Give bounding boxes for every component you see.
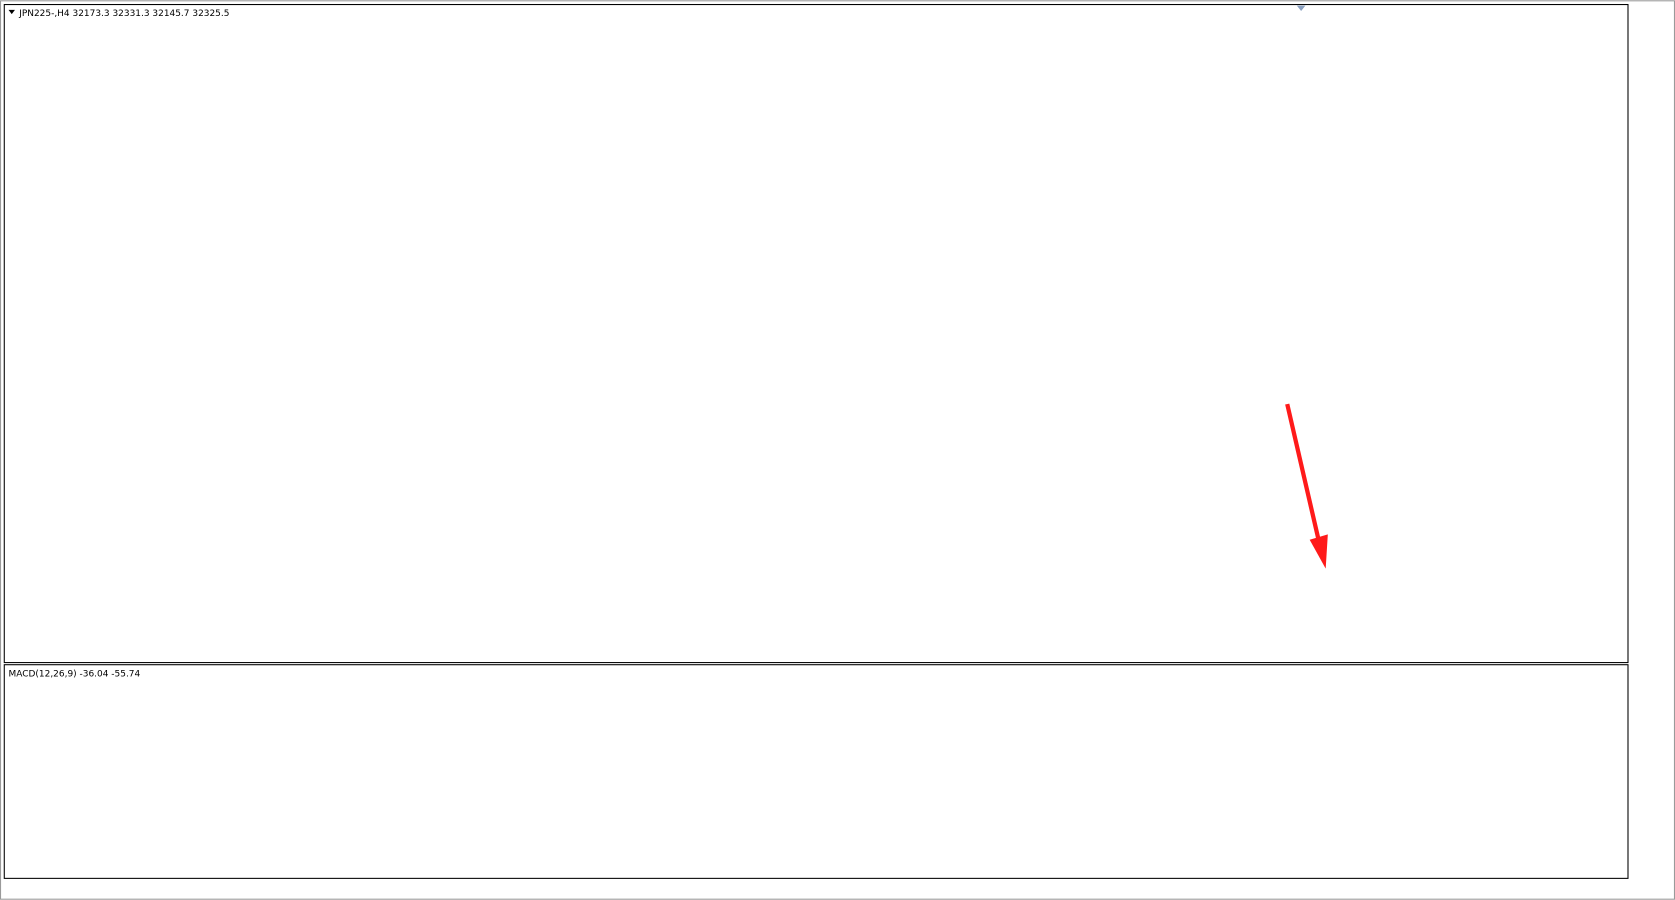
menu-triangle[interactable]	[8, 9, 15, 15]
header-low: 32145.7	[152, 9, 189, 19]
header-high: 32331.3	[112, 9, 149, 19]
shift-marker	[1296, 5, 1306, 11]
macd-pane	[3, 664, 1629, 879]
macd-title: MACD(12,26,9)	[9, 669, 77, 679]
macd-header: MACD(12,26,9) -36.04 -55.74	[9, 669, 141, 679]
macd-signal-value: -55.74	[111, 669, 140, 679]
chart-header: JPN225-,H4 32173.3 32331.3 32145.7 32325…	[18, 9, 229, 19]
header-open: 32173.3	[73, 9, 110, 19]
header-close: 32325.5	[192, 9, 229, 19]
symbol: JPN225-,H4	[18, 9, 70, 19]
arrow-head	[1309, 534, 1328, 569]
arrow-shaft	[1285, 403, 1322, 544]
trend-arrow	[1285, 403, 1328, 569]
macd-main-value: -36.04	[80, 669, 109, 679]
price-pane	[3, 4, 1629, 664]
